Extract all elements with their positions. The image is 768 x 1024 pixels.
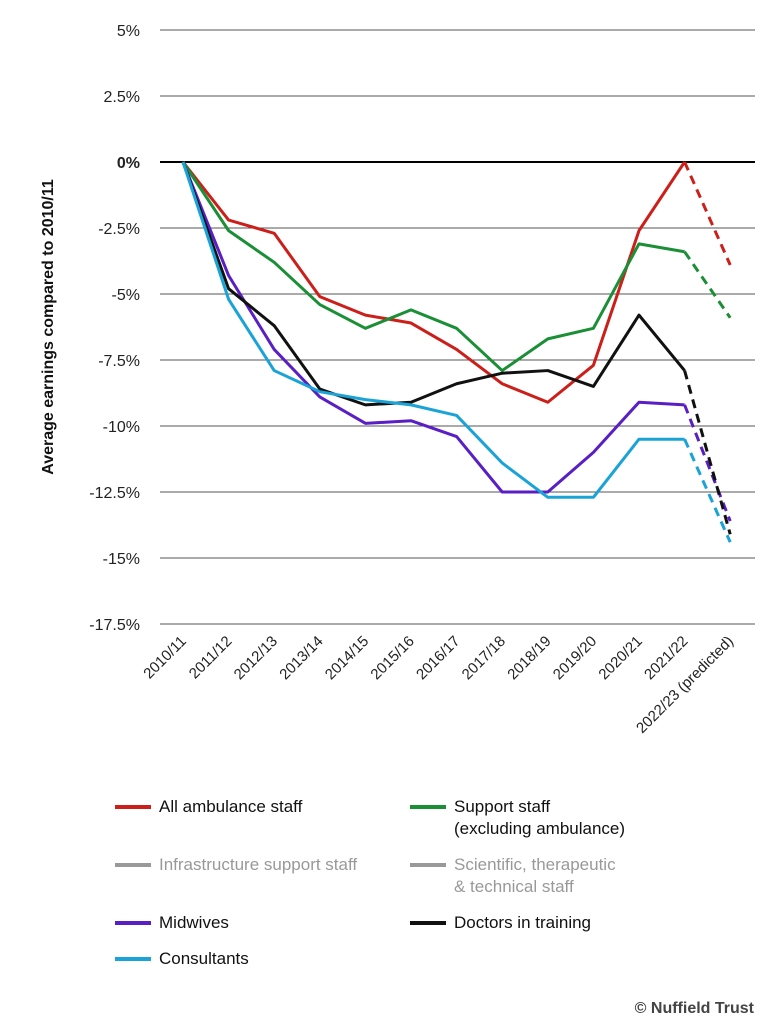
- x-tick-label: 2015/16: [367, 633, 417, 683]
- legend-swatch: [115, 957, 151, 961]
- x-tick-label: 2014/15: [322, 633, 372, 683]
- legend-item: Consultants: [115, 948, 410, 970]
- legend-swatch: [410, 805, 446, 809]
- legend-label: Support staff (excluding ambulance): [454, 797, 626, 838]
- line-chart: 5% 2.5% 0% -2.5% -5% -7.5% -10% -12.5% -15% -17.5…: [40, 23, 755, 737]
- x-tick-label: 2018/19: [504, 633, 554, 683]
- legend-label: Doctors in training: [454, 913, 592, 932]
- legend: All ambulance staff Support staff (exclud…: [115, 796, 675, 970]
- series-line-predicted: [683, 161, 732, 266]
- series-line: [181, 161, 686, 404]
- legend-item: Scientific, therapeutic & technical staf…: [410, 854, 675, 898]
- gridlines: [160, 29, 755, 625]
- legend-item: Midwives: [115, 912, 410, 934]
- x-tick-label: 2016/17: [413, 633, 463, 683]
- legend-item: All ambulance staff: [115, 796, 410, 840]
- legend-label: All ambulance staff: [159, 797, 303, 816]
- series-line-predicted: [683, 370, 732, 535]
- series-lines: [181, 161, 732, 543]
- legend-swatch: [410, 921, 446, 925]
- series-line-predicted: [683, 438, 732, 543]
- x-tick-label: 2019/20: [550, 633, 600, 683]
- x-tick-label: 2012/13: [231, 633, 281, 683]
- legend-swatch: [115, 805, 151, 809]
- x-tick-label: 2020/21: [595, 633, 645, 683]
- legend-swatch: [115, 863, 151, 867]
- y-tick-label: -7.5%: [98, 353, 140, 370]
- y-tick-label: -12.5%: [89, 485, 140, 502]
- y-axis-label: Average earnings compared to 2010/11: [40, 179, 57, 475]
- series-line-predicted: [683, 250, 732, 319]
- legend-label: Midwives: [159, 913, 229, 932]
- y-tick-label: 5%: [117, 23, 140, 40]
- y-tick-label: -17.5%: [89, 617, 140, 634]
- y-axis-ticks: 5% 2.5% 0% -2.5% -5% -7.5% -10% -12.5% -15% -17.5…: [89, 23, 140, 634]
- x-tick-label: 2017/18: [459, 633, 509, 683]
- legend-label: Consultants: [159, 949, 249, 968]
- x-axis-ticks: 2010/112011/122012/132013/142014/152015/…: [140, 633, 737, 737]
- y-tick-label: 2.5%: [104, 89, 140, 106]
- x-tick-label: 2011/12: [186, 633, 236, 683]
- x-tick-label: 2010/11: [140, 633, 190, 683]
- legend-item: Doctors in training: [410, 912, 675, 934]
- y-tick-label: 0%: [117, 155, 140, 172]
- series-line: [181, 161, 685, 499]
- legend-item: Infrastructure support staff: [115, 854, 410, 898]
- series-line-predicted: [683, 404, 732, 522]
- y-tick-label: -2.5%: [98, 221, 140, 238]
- legend-item: Support staff (excluding ambulance): [410, 796, 675, 840]
- y-tick-label: -5%: [112, 287, 140, 304]
- legend-label: Infrastructure support staff: [159, 855, 358, 874]
- series-line: [181, 161, 685, 373]
- y-tick-label: -10%: [103, 419, 140, 436]
- legend-swatch: [115, 921, 151, 925]
- footer-credit: © Nuffield Trust: [634, 1000, 754, 1017]
- series-line: [181, 161, 685, 494]
- y-tick-label: -15%: [103, 551, 140, 568]
- series-line: [181, 161, 686, 407]
- x-tick-label: 2013/14: [276, 633, 326, 683]
- legend-swatch: [410, 863, 446, 867]
- legend-label: Scientific, therapeutic & technical staf…: [454, 855, 616, 896]
